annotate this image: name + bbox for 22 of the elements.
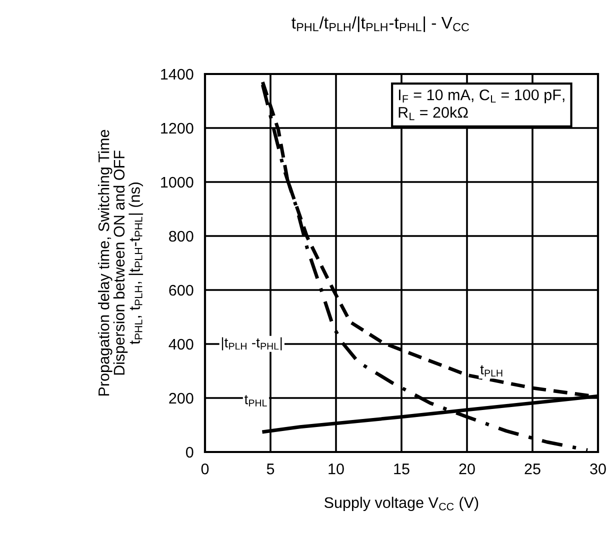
y-tick-label: 200 [169, 392, 194, 404]
x-tick-label: 10 [328, 464, 344, 474]
x-tick-label: 0 [201, 464, 209, 474]
text: I$_{F}$ = 10 mA, C$_{L}$ = 100 pF, R$_{L}$ = 20kΩ [398, 89, 564, 120]
x-tick-label: 15 [394, 464, 410, 474]
y-tick-label: 400 [168, 338, 194, 350]
y-tick-label: 800 [169, 230, 194, 242]
x-tick-label: 5 [266, 464, 274, 474]
y-tick-label: 1400 [161, 68, 194, 80]
x-tick-label: 25 [524, 464, 540, 474]
y-tick-label: 0 [186, 446, 194, 458]
y-tick-label: 1000 [161, 176, 194, 188]
text: Propagation delay time, Switching Time Dispersion between ON and OFF t$_{PHL}$, t$_{PLH}$, |t$_{PLH}$-t$_{PHL}$| (ns) [98, 130, 144, 396]
annotation: t$_{PHL}$ [244, 395, 267, 406]
annotation: t$_{PLH}$ [480, 365, 502, 376]
annotation: |t$_{PLH}$ -t$_{PHL}$| [222, 337, 282, 350]
x-axis-title: Supply voltage V$_{CC}$ (V) [324, 496, 478, 512]
y-tick-label: 600 [169, 284, 194, 296]
x-tick-label: 30 [590, 464, 606, 474]
chart-title: t$_{PHL}$/t$_{PLH}$/|t$_{PLH}$-t$_{PHL}$| - V$_{CC}$ [292, 16, 469, 32]
x-tick-label: 20 [459, 464, 475, 474]
y-tick-label: 1200 [161, 122, 194, 134]
